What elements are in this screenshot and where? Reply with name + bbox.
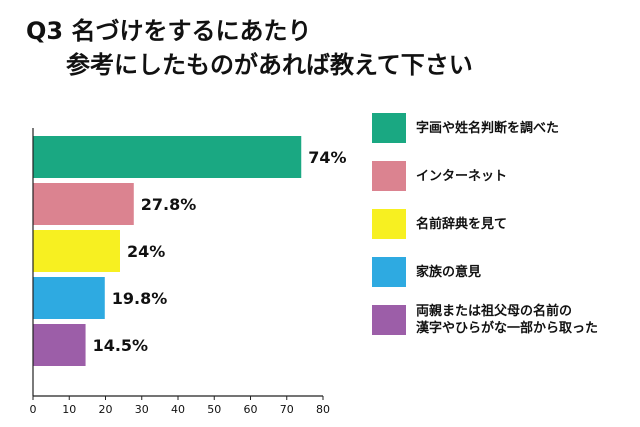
legend-swatch [372, 305, 406, 335]
x-tick-label: 80 [316, 403, 330, 416]
title-line-1: Q3 名づけをするにあたり [26, 17, 312, 45]
title-line-2: 参考にしたものがあれば教えて下さい [66, 51, 473, 79]
bar-value-label: 24% [127, 242, 165, 261]
legend-item: 家族の意見 [372, 248, 632, 296]
x-tick-label: 30 [135, 403, 149, 416]
x-tick-label: 10 [62, 403, 76, 416]
bar [33, 230, 120, 272]
bar [33, 183, 134, 225]
bar [33, 277, 105, 319]
bar [33, 136, 302, 178]
legend-swatch [372, 209, 406, 239]
legend: 字画や姓名判断を調べた インターネット 名前辞典を見て 家族の意見 両親または祖… [372, 104, 632, 344]
legend-swatch [372, 113, 406, 143]
bar-value-label: 19.8% [112, 289, 168, 308]
legend-swatch [372, 257, 406, 287]
x-tick-label: 0 [30, 403, 37, 416]
legend-label: 両親または祖父母の名前の 漢字やひらがな一部から取った [416, 304, 599, 336]
x-tick-label: 60 [244, 403, 258, 416]
legend-label: 家族の意見 [416, 264, 482, 280]
legend-swatch [372, 161, 406, 191]
legend-label: 名前辞典を見て [416, 216, 508, 232]
legend-item: インターネット [372, 152, 632, 200]
chart-title: Q3 名づけをするにあたり 参考にしたものがあれば教えて下さい [26, 14, 473, 82]
bar-value-label: 14.5% [93, 336, 149, 355]
legend-label: 字画や姓名判断を調べた [416, 120, 560, 136]
legend-item: 字画や姓名判断を調べた [372, 104, 632, 152]
bar-value-label: 27.8% [141, 195, 197, 214]
x-tick-label: 20 [99, 403, 113, 416]
legend-item: 両親または祖父母の名前の 漢字やひらがな一部から取った [372, 296, 632, 344]
legend-item: 名前辞典を見て [372, 200, 632, 248]
x-tick-label: 70 [280, 403, 294, 416]
x-tick-label: 50 [207, 403, 221, 416]
legend-label: インターネット [416, 168, 508, 184]
x-tick-label: 40 [171, 403, 185, 416]
bar-value-label: 74% [308, 148, 346, 167]
bar [33, 324, 86, 366]
